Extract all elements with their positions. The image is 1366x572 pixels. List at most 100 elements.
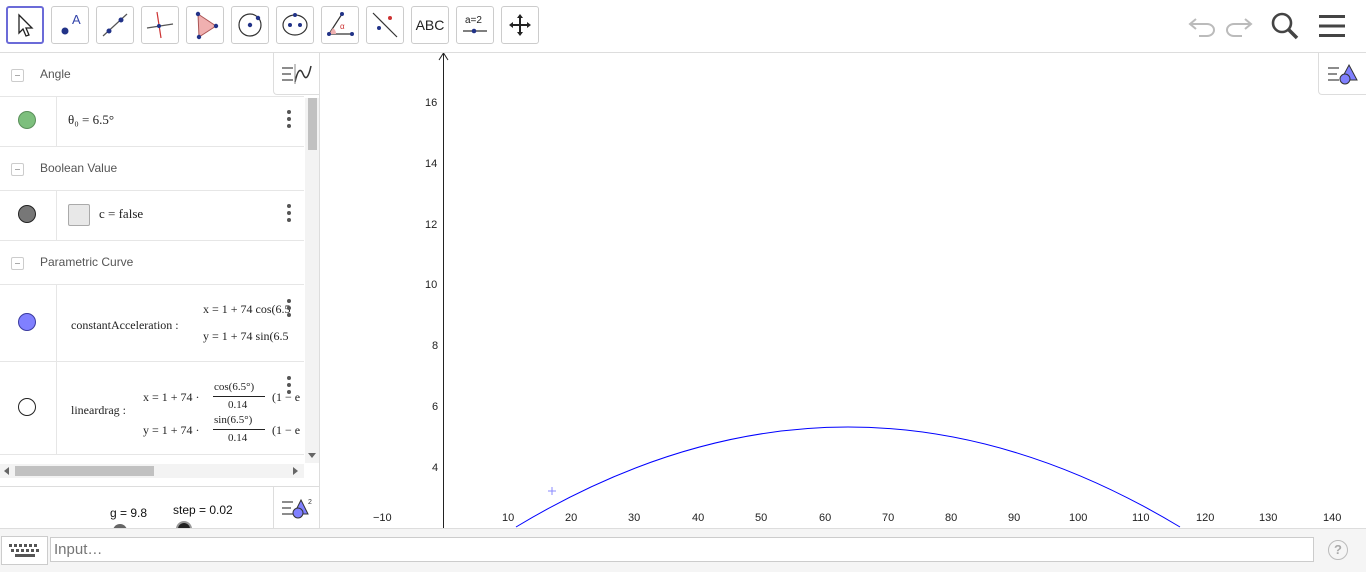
collapse-icon[interactable]	[11, 163, 24, 176]
horizontal-scrollbar-thumb[interactable]	[15, 466, 154, 476]
curve-name[interactable]: constantAcceleration :	[71, 318, 179, 332]
graphics-canvas[interactable]	[326, 53, 1366, 528]
theta-expression[interactable]: θ₀ = 6.5°	[68, 112, 115, 127]
slider-tool-button[interactable]: a=2	[456, 6, 494, 44]
perpendicular-line-tool-button[interactable]	[141, 6, 179, 44]
more-options-icon[interactable]	[287, 376, 291, 394]
x-tick-label: 60	[819, 512, 832, 524]
cursor-arrow-icon	[18, 13, 34, 37]
y-tick-label: 12	[425, 219, 438, 231]
ellipse-tool-button[interactable]	[276, 6, 314, 44]
x-tick-label: 80	[945, 512, 958, 524]
vertical-scrollbar[interactable]	[305, 98, 319, 463]
y-tick-label: 10	[425, 279, 438, 291]
angle-icon: α	[327, 12, 354, 36]
algebra-row-constant-acceleration[interactable]: constantAcceleration : x = 1 + 74 cos(6.…	[0, 285, 304, 362]
slider-step-handle[interactable]	[176, 521, 192, 529]
point-icon: A	[61, 12, 81, 35]
slider-style-toggle[interactable]: 2	[273, 487, 319, 529]
curve-x-expression[interactable]: x = 1 + 74 cos(6.5	[203, 302, 291, 316]
polygon-tool-button[interactable]	[186, 6, 224, 44]
curve-name[interactable]: lineardrag :	[71, 403, 126, 417]
scroll-down-arrow-icon	[308, 453, 316, 458]
help-button[interactable]: ?	[1328, 540, 1348, 560]
main-menu-button[interactable]	[1315, 9, 1349, 43]
virtual-keyboard-button[interactable]	[1, 536, 48, 565]
visibility-marker[interactable]	[0, 191, 57, 240]
x-tick-label: 140	[1323, 512, 1342, 524]
algebra-row-lineardrag[interactable]: lineardrag : x = 1 + 74 · cos(6.5°) 0.14…	[0, 362, 304, 455]
section-title: Angle	[40, 67, 71, 81]
crosshair-point-icon[interactable]	[548, 487, 556, 495]
curve-y-expression[interactable]: y = 1 + 74 sin(6.5	[203, 329, 289, 343]
reflect-tool-button[interactable]	[366, 6, 404, 44]
boolean-checkbox[interactable]	[68, 204, 90, 226]
visibility-dot-icon[interactable]	[18, 205, 36, 223]
section-angle[interactable]: Angle	[0, 53, 304, 97]
x-tick-label: −10	[373, 512, 392, 524]
vertical-scrollbar-thumb[interactable]	[308, 98, 317, 150]
circle-with-center-icon	[238, 13, 262, 37]
svg-text:2: 2	[308, 499, 312, 506]
redo-button[interactable]	[1222, 9, 1256, 43]
hamburger-menu-icon	[1319, 15, 1345, 37]
algebra-view: Angle θ₀ = 6.5° Boolean Value c = false …	[0, 53, 320, 486]
visibility-marker[interactable]	[0, 285, 57, 361]
circle-tool-button[interactable]	[231, 6, 269, 44]
visibility-marker[interactable]	[0, 362, 57, 454]
move-graphics-view-tool-button[interactable]	[501, 6, 539, 44]
section-parametric-curve[interactable]: Parametric Curve	[0, 241, 304, 285]
text-tool-button[interactable]: ABC	[411, 6, 449, 44]
visibility-dot-icon[interactable]	[18, 313, 36, 331]
curve-x-numerator: cos(6.5°)	[214, 381, 255, 393]
y-tick-label: 4	[432, 462, 439, 474]
question-mark-icon: ?	[1334, 542, 1342, 557]
graphics-style-bar-toggle[interactable]	[1318, 53, 1366, 95]
x-tick-label: 30	[628, 512, 641, 524]
slider-g-handle[interactable]	[113, 524, 127, 529]
y-tick-label: 14	[425, 158, 438, 170]
svg-text:a=2: a=2	[465, 15, 482, 26]
undo-button[interactable]	[1185, 9, 1219, 43]
undo-icon	[1188, 18, 1215, 37]
algebra-row-theta[interactable]: θ₀ = 6.5°	[0, 97, 304, 147]
curve-y-numerator: sin(6.5°)	[214, 414, 253, 426]
scroll-left-arrow-icon	[4, 467, 9, 475]
visibility-dot-icon[interactable]	[18, 111, 36, 129]
x-tick-label: 50	[755, 512, 768, 524]
section-boolean-value[interactable]: Boolean Value	[0, 147, 304, 191]
x-tick-label: 110	[1132, 512, 1150, 524]
graphics-view[interactable]: −10 10 20 30 40 50 60 70 80 90 100 110 1…	[326, 53, 1366, 528]
collapse-icon[interactable]	[11, 257, 24, 270]
slider-g-label: g = 9.8	[110, 506, 148, 520]
curve-y-prefix[interactable]: y = 1 + 74 ·	[143, 423, 200, 437]
algebra-row-boolean[interactable]: c = false	[0, 191, 304, 241]
curve-x-suffix: (1 − e	[272, 390, 301, 404]
algebra-style-bar-toggle[interactable]	[273, 53, 319, 95]
search-icon	[1271, 12, 1299, 40]
curve-y-suffix: (1 − e	[272, 423, 301, 437]
move-arrows-icon	[509, 14, 531, 36]
section-title: Boolean Value	[40, 161, 118, 175]
more-options-icon[interactable]	[287, 110, 291, 128]
trajectory-curve[interactable]	[515, 426, 1181, 528]
fraction-bar	[213, 429, 265, 430]
input-field[interactable]	[50, 537, 1314, 562]
visibility-dot-icon[interactable]	[18, 398, 36, 416]
boolean-expression[interactable]: c = false	[99, 206, 144, 221]
svg-text:A: A	[72, 12, 81, 27]
more-options-icon[interactable]	[287, 299, 291, 317]
redo-icon	[1226, 18, 1253, 37]
y-tick-label: 6	[432, 401, 439, 413]
curve-x-prefix[interactable]: x = 1 + 74 ·	[143, 390, 200, 404]
visibility-marker[interactable]	[0, 97, 57, 146]
more-options-icon[interactable]	[287, 204, 291, 222]
y-axis-arrow-icon	[438, 53, 449, 61]
input-bar: ?	[0, 528, 1366, 572]
point-tool-button[interactable]: A	[51, 6, 89, 44]
angle-tool-button[interactable]: α	[321, 6, 359, 44]
collapse-icon[interactable]	[11, 69, 24, 82]
search-button[interactable]	[1268, 9, 1302, 43]
line-tool-button[interactable]	[96, 6, 134, 44]
move-tool-button[interactable]	[6, 6, 44, 44]
